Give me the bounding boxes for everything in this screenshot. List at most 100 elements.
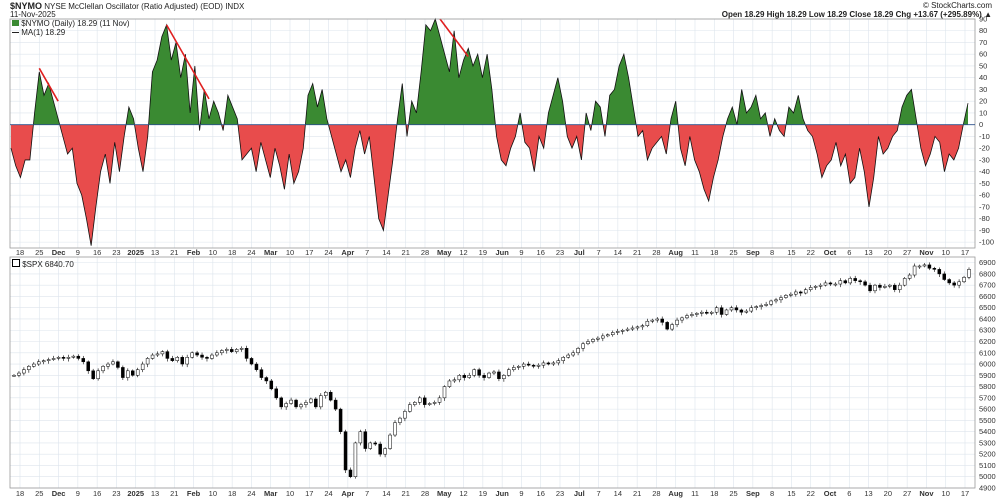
spx-candle-body (705, 311, 709, 314)
spx-candle-body (289, 399, 293, 404)
nymo-xtick-label: Oct (824, 248, 837, 257)
nymo-xtick-label: 19 (479, 248, 487, 257)
spx-xtick-label: 6 (847, 489, 851, 498)
spx-candle-body (61, 357, 66, 359)
symbol: $NYMO (10, 1, 43, 11)
legend-ma-swatch (12, 32, 19, 34)
spx-candle-body (442, 386, 447, 399)
spx-candle-body (625, 328, 630, 331)
spx-xtick-label: 2025 (127, 489, 144, 498)
spx-candle-body (576, 348, 580, 354)
spx-candle-body (808, 287, 813, 290)
spx-candle-body (225, 349, 229, 351)
spx-candle-body (145, 358, 150, 365)
spx-candle-body (175, 357, 180, 361)
spx-candle-body (784, 295, 788, 298)
spx-candle-body (695, 313, 699, 315)
spx-candle-body (606, 334, 610, 337)
spx-candle-body (759, 305, 763, 307)
spx-candle-body (101, 366, 105, 372)
spx-candle-body (210, 354, 214, 359)
spx-candle-body (591, 339, 595, 342)
legend-nymo-label: $NYMO (Daily) 18.29 (11 Nov) (21, 19, 130, 28)
nymo-xtick-label: 28 (421, 248, 429, 257)
spx-candle-body (403, 411, 407, 419)
spx-xtick-label: 27 (903, 489, 911, 498)
nymo-xtick-label: 23 (556, 248, 564, 257)
spx-candle-body (116, 361, 120, 368)
spx-candle-body (878, 284, 882, 288)
spx-candle-body (843, 280, 848, 284)
spx-candle-body (749, 307, 754, 312)
spx-candle-body (507, 369, 511, 376)
nymo-ytick-label: 70 (979, 38, 987, 47)
spx-candle-body (902, 278, 907, 286)
nymo-ytick-label: 60 (979, 50, 987, 59)
spx-candle-body (615, 331, 620, 333)
spx-candle-body (769, 300, 773, 305)
spx-candle-body (912, 265, 917, 276)
nymo-xtick-label: 8 (770, 248, 774, 257)
legend-ma: MA(1) 18.29 (12, 28, 65, 37)
spx-candle-body (180, 357, 184, 365)
spx-candle-body (131, 370, 135, 376)
spx-xtick-label: Mar (264, 489, 277, 498)
spx-xtick-label: 16 (93, 489, 101, 498)
spx-xtick-label: 23 (556, 489, 564, 498)
spx-candle-body (729, 307, 734, 311)
spx-candle-body (422, 397, 427, 405)
spx-candle-body (660, 318, 664, 323)
nymo-xtick-label: 9 (76, 248, 80, 257)
spx-xtick-label: 10 (209, 489, 217, 498)
spx-candle-body (314, 398, 318, 408)
spx-frame (9, 256, 976, 489)
spx-candle-body (630, 327, 635, 330)
spx-ytick-label: 6000 (979, 360, 996, 369)
nymo-xtick-label: 10 (942, 248, 950, 257)
spx-candle-body (482, 375, 486, 378)
spx-candle-body (447, 380, 452, 387)
spx-candle-body (418, 397, 422, 403)
credit: © StockCharts.com (922, 1, 992, 10)
nymo-xtick-label: Aug (668, 248, 683, 257)
spx-candle-body (680, 317, 684, 321)
spx-candle-body (858, 280, 862, 283)
spx-xtick-label: 17 (305, 489, 313, 498)
spx-candle-body (195, 352, 199, 356)
nymo-ytick-label: 80 (979, 26, 987, 35)
spx-candle-body (279, 397, 283, 408)
spx-ytick-label: 6300 (979, 326, 996, 335)
nymo-xtick-label: 7 (596, 248, 600, 257)
spx-candle-body (477, 369, 481, 376)
spx-candle-body (160, 351, 165, 355)
spx-candle-body (942, 273, 947, 280)
spx-candle-body (86, 361, 90, 372)
nymo-xtick-label: Sep (746, 248, 760, 257)
spx-candle-body (571, 352, 575, 356)
nymo-ytick-label: -10 (979, 132, 990, 141)
spx-xtick-label: Jul (574, 489, 585, 498)
spx-candle-body (883, 286, 887, 288)
spx-candle-body (393, 422, 397, 436)
nymo-xtick-label: 21 (170, 248, 178, 257)
nymo-xtick-label: 28 (652, 248, 660, 257)
nymo-xtick-label: 15 (787, 248, 795, 257)
spx-xtick-label: 13 (864, 489, 872, 498)
spx-ytick-label: 5900 (979, 371, 996, 380)
spx-candle-body (358, 431, 363, 444)
spx-candle-body (789, 293, 793, 296)
nymo-xtick-label: 7 (365, 248, 369, 257)
spx-candle-body (165, 351, 170, 359)
spx-xtick-label: 17 (961, 489, 969, 498)
spx-xtick-label: 25 (35, 489, 43, 498)
spx-xtick-label: Sep (746, 489, 760, 498)
spx-xtick-label: 15 (787, 489, 795, 498)
spx-candle-body (541, 362, 546, 366)
spx-candle-body (581, 343, 585, 349)
spx-candle-body (779, 297, 783, 301)
spx-xtick-label: 28 (421, 489, 429, 498)
spx-candle-body (363, 431, 368, 449)
spx-candle-body (650, 319, 655, 322)
spx-candle-body (244, 348, 249, 359)
spx-candle-body (927, 264, 932, 269)
